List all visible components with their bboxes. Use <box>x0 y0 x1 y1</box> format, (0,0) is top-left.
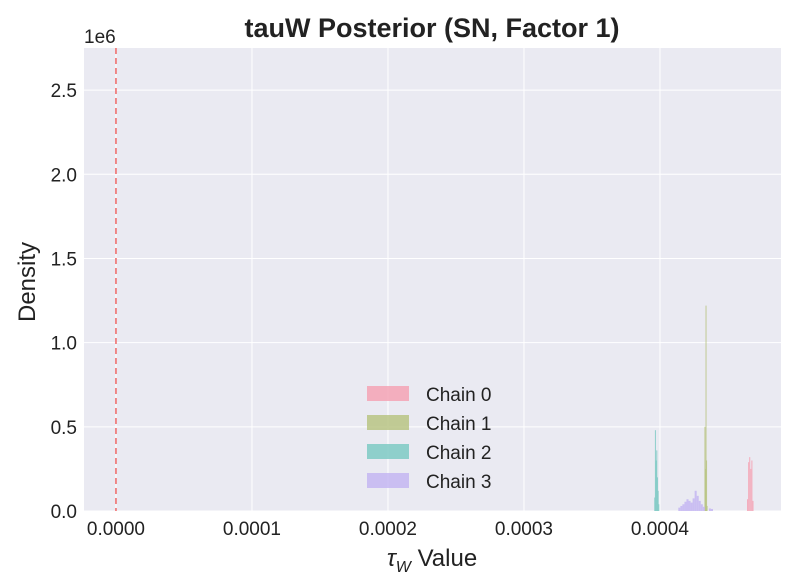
histogram-bar-chain-3 <box>686 499 689 511</box>
histogram-bar-chain-3 <box>688 500 691 511</box>
histogram-bar-chain-0 <box>748 462 750 511</box>
histogram-bar-chain-2 <box>654 430 656 511</box>
histogram-bar-chain-0 <box>751 460 753 511</box>
histogram-bar-chain-3 <box>684 501 687 511</box>
histogram-bar-chain-0 <box>747 499 749 511</box>
histogram-bar-chain-0 <box>749 457 751 511</box>
histogram-bar-chain-3 <box>698 500 701 511</box>
histogram-bar-chain-1 <box>705 305 707 511</box>
legend-swatch-chain-2 <box>367 444 409 459</box>
legend-swatch-chain-0 <box>367 386 409 401</box>
histogram-bar-chain-0 <box>752 500 754 511</box>
x-axis-label-subscript: W <box>396 559 413 576</box>
histogram-bars <box>654 305 754 511</box>
y-tick-label: 1.5 <box>51 249 77 270</box>
histogram-bar-chain-2 <box>655 460 657 511</box>
x-axis-label: τW Value <box>387 545 477 576</box>
histogram-bar-chain-3 <box>690 502 693 511</box>
histogram-bar-chain-2 <box>654 497 656 511</box>
y-tick-label: 2.0 <box>51 165 77 186</box>
legend-label-chain-2: Chain 2 <box>426 443 492 464</box>
histogram-bar-chain-1 <box>704 426 706 511</box>
legend-swatch-chain-1 <box>367 415 409 430</box>
x-tick-labels: 0.0000 0.0001 0.0002 0.0003 0.0004 <box>87 519 690 540</box>
histogram-bar-chain-2 <box>656 477 658 511</box>
x-tick-label: 0.0001 <box>223 519 281 540</box>
y-tick-label: 0.0 <box>51 502 77 523</box>
histogram-bar-chain-3 <box>710 508 713 511</box>
x-tick-label: 0.0004 <box>631 519 690 540</box>
histogram-bar-chain-3 <box>678 507 681 511</box>
histogram-bar-chain-2 <box>656 450 658 511</box>
legend: Chain 0 Chain 1 Chain 2 Chain 3 <box>367 385 492 493</box>
histogram-bar-chain-3 <box>696 495 699 511</box>
grid-lines <box>84 48 781 512</box>
legend-swatch-chain-3 <box>367 473 409 488</box>
histogram-bar-chain-1 <box>706 505 708 511</box>
histogram-bar-chain-2 <box>658 504 660 511</box>
y-axis-label: Density <box>14 242 41 322</box>
x-tick-label: 0.0000 <box>87 519 145 540</box>
plot-area-background <box>84 48 781 511</box>
legend-label-chain-3: Chain 3 <box>426 472 492 493</box>
histogram-bar-chain-3 <box>682 504 685 511</box>
y-tick-label: 0.5 <box>51 418 77 439</box>
histogram-bar-chain-1 <box>704 468 706 511</box>
histogram-bar-chain-3 <box>700 504 703 511</box>
histogram-bar-chain-3 <box>692 498 695 511</box>
histogram-bar-chain-3 <box>680 505 683 511</box>
legend-label-chain-1: Chain 1 <box>426 414 492 435</box>
x-tick-label: 0.0002 <box>359 519 417 540</box>
legend-label-chain-0: Chain 0 <box>426 385 492 406</box>
histogram-bar-chain-3 <box>708 508 711 511</box>
y-offset-text: 1e6 <box>84 27 116 48</box>
x-axis-label-text: Value <box>411 545 477 572</box>
x-tick-label: 0.0003 <box>495 519 553 540</box>
chart-title: tauW Posterior (SN, Factor 1) <box>244 13 619 43</box>
y-tick-labels: 0.0 0.5 1.0 1.5 2.0 2.5 <box>51 81 77 523</box>
histogram-bar-chain-1 <box>706 460 708 511</box>
histogram-bar-chain-2 <box>657 490 659 511</box>
histogram-bar-chain-0 <box>750 468 752 511</box>
y-tick-label: 2.5 <box>51 81 77 102</box>
histogram-bar-chain-3 <box>694 490 697 511</box>
x-axis-label-symbol: τ <box>387 545 398 572</box>
y-tick-label: 1.0 <box>51 334 77 355</box>
histogram-bar-chain-3 <box>702 506 705 511</box>
